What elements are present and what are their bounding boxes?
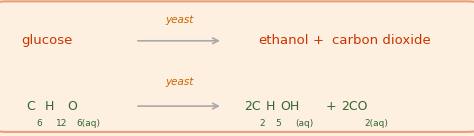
Text: yeast: yeast [165, 77, 193, 87]
Text: 2C: 2C [244, 100, 261, 113]
Text: 2(aq): 2(aq) [364, 119, 388, 128]
Text: ethanol: ethanol [258, 34, 309, 47]
Text: H: H [266, 100, 275, 113]
Text: yeast: yeast [165, 15, 193, 25]
Text: carbon dioxide: carbon dioxide [332, 34, 430, 47]
Text: glucose: glucose [22, 34, 73, 47]
Text: 12: 12 [55, 119, 67, 128]
FancyBboxPatch shape [0, 1, 474, 132]
Text: 6: 6 [36, 119, 42, 128]
Text: O: O [67, 100, 77, 113]
Text: 6(aq): 6(aq) [77, 119, 101, 128]
Text: 5: 5 [275, 119, 281, 128]
Text: (aq): (aq) [295, 119, 314, 128]
Text: C: C [26, 100, 35, 113]
Text: OH: OH [281, 100, 300, 113]
Text: +: + [313, 34, 324, 47]
Text: 2: 2 [260, 119, 265, 128]
Text: H: H [45, 100, 55, 113]
Text: +: + [326, 100, 336, 113]
Text: 2CO: 2CO [341, 100, 368, 113]
